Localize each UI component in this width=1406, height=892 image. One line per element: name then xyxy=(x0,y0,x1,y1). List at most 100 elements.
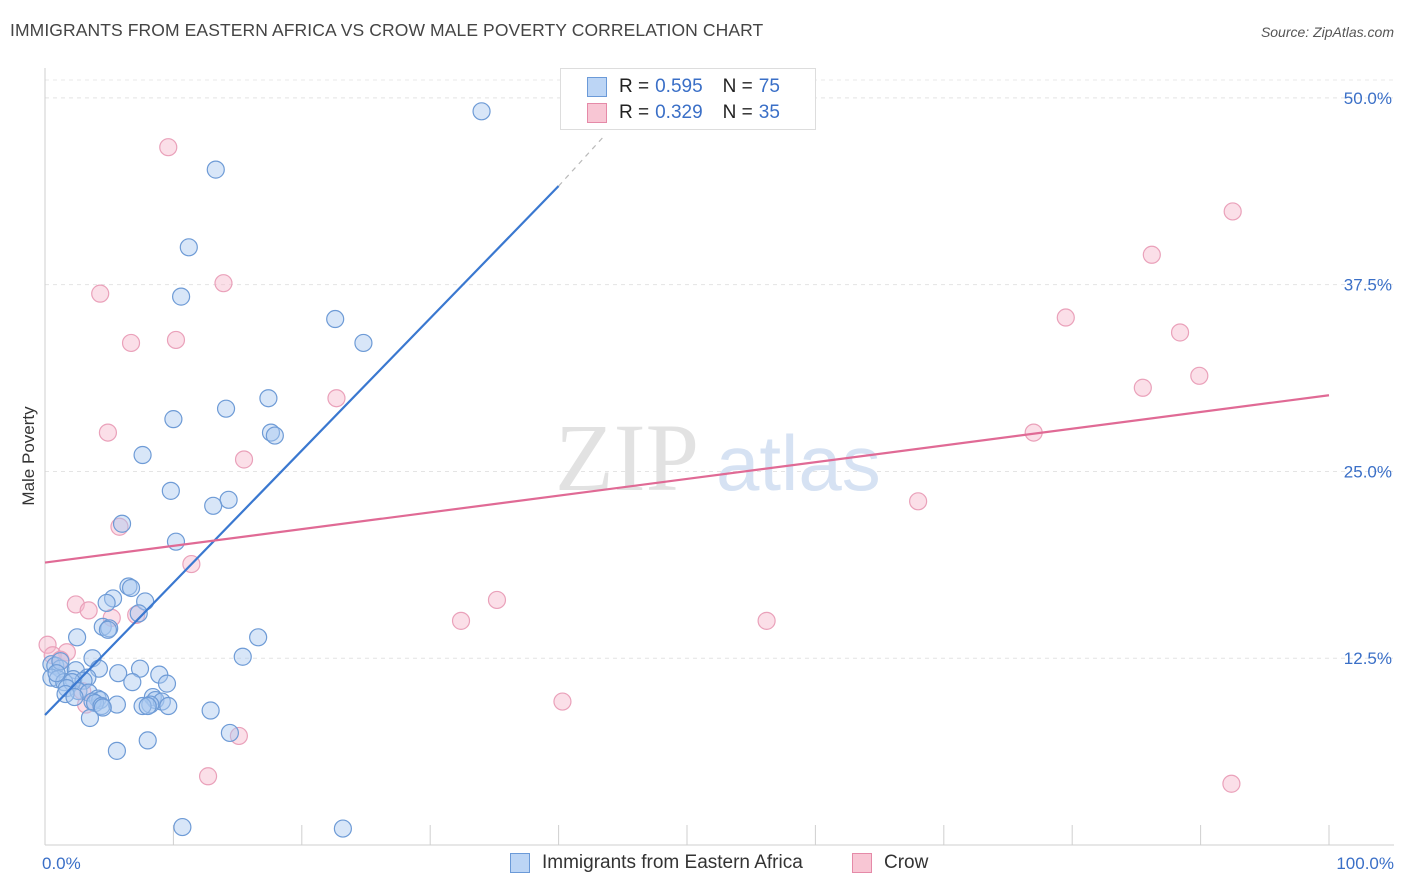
r-label: R = xyxy=(619,76,650,97)
eastern-africa-point xyxy=(204,496,223,515)
crow-point xyxy=(327,389,346,408)
blue-swatch xyxy=(510,853,530,873)
pink-swatch xyxy=(852,853,872,873)
crow-points xyxy=(38,138,1242,793)
r-value: 0.329 xyxy=(655,102,703,123)
eastern-africa-point xyxy=(80,708,100,728)
watermark-zip: ZIP xyxy=(555,404,699,511)
n-value: 35 xyxy=(758,102,780,123)
eastern-africa-trend-line xyxy=(44,185,560,716)
eastern-africa-point xyxy=(98,620,118,639)
crow-point xyxy=(757,611,776,630)
crow-point xyxy=(198,767,218,786)
eastern-africa-point xyxy=(326,309,345,329)
eastern-africa-point xyxy=(164,410,183,429)
crow-point xyxy=(57,643,76,662)
eastern-africa-point xyxy=(91,690,110,710)
crow-point xyxy=(1190,366,1209,385)
stats-legend: R = 0.595 N = 75 R = 0.329 N = 35 xyxy=(560,68,816,130)
eastern-africa-point xyxy=(333,819,352,838)
eastern-africa-trend-extension xyxy=(558,134,606,187)
crow-point xyxy=(553,692,572,711)
crow-point xyxy=(91,284,110,303)
crow-point xyxy=(166,330,186,350)
tick-labels: 12.5% 25.0% 37.5% 50.0% 0.0% 100.0% xyxy=(42,89,1394,873)
crow-point xyxy=(79,601,98,620)
n-value: 75 xyxy=(758,76,780,97)
crow-point xyxy=(214,274,233,293)
crow-trend-line xyxy=(44,394,1330,564)
eastern-africa-point xyxy=(172,287,191,306)
watermark-atlas: atlas xyxy=(716,419,881,507)
crow-point xyxy=(38,635,57,654)
grid-lines xyxy=(45,79,1394,659)
eastern-africa-point xyxy=(109,664,128,683)
eastern-africa-point xyxy=(206,160,225,179)
r-label: R = xyxy=(619,102,650,123)
legend-row-crow: R = 0.329 N = 35 xyxy=(587,101,780,125)
crow-point xyxy=(909,492,928,511)
eastern-africa-point xyxy=(166,532,186,551)
eastern-africa-point xyxy=(65,687,84,707)
eastern-africa-point xyxy=(107,741,127,760)
eastern-africa-point xyxy=(112,514,132,533)
pink-swatch xyxy=(587,103,607,123)
eastern-africa-point xyxy=(138,731,157,750)
y-tick-label: 37.5% xyxy=(1344,276,1392,295)
crow-point xyxy=(1056,308,1075,327)
eastern-africa-point xyxy=(219,490,238,509)
eastern-africa-point xyxy=(130,659,150,678)
eastern-africa-point xyxy=(133,696,152,716)
blue-swatch xyxy=(587,77,607,97)
eastern-africa-point xyxy=(93,698,112,717)
legend-item-crow[interactable]: Crow xyxy=(852,852,928,874)
crow-point xyxy=(110,517,129,536)
eastern-africa-point xyxy=(179,238,198,257)
y-axis-label: Male Poverty xyxy=(19,406,38,506)
legend-row-eastern-africa: R = 0.595 N = 75 xyxy=(587,75,780,99)
source-label: Source: ZipAtlas.com xyxy=(1260,24,1394,40)
axes xyxy=(44,68,1394,846)
crow-point xyxy=(1170,323,1190,342)
eastern-africa-point xyxy=(107,695,127,714)
y-tick-label: 12.5% xyxy=(1344,649,1392,668)
eastern-africa-point xyxy=(159,696,178,716)
r-value: 0.595 xyxy=(655,76,703,97)
crow-point xyxy=(1133,378,1152,397)
legend-label: Immigrants from Eastern Africa xyxy=(542,852,803,873)
y-tick-label: 50.0% xyxy=(1344,89,1392,108)
eastern-africa-point xyxy=(354,333,373,353)
x-tick-label: 0.0% xyxy=(42,854,81,873)
eastern-africa-point xyxy=(74,671,93,690)
eastern-africa-point xyxy=(67,628,87,647)
n-label: N = xyxy=(722,102,753,123)
crow-point xyxy=(1223,202,1242,221)
legend-label: Crow xyxy=(884,852,929,873)
eastern-africa-point xyxy=(201,701,220,720)
eastern-africa-point xyxy=(143,687,162,707)
eastern-africa-point xyxy=(51,652,70,671)
crow-point xyxy=(159,138,178,157)
crow-point xyxy=(234,450,254,469)
eastern-africa-point xyxy=(233,647,252,666)
eastern-africa-point xyxy=(216,399,236,418)
crow-point xyxy=(121,333,141,353)
x-tick-label: 100.0% xyxy=(1336,854,1394,873)
eastern-africa-point xyxy=(129,604,148,623)
crow-point xyxy=(451,611,471,630)
eastern-africa-point xyxy=(123,673,142,692)
eastern-africa-point xyxy=(121,578,141,598)
eastern-africa-point xyxy=(472,102,491,121)
eastern-africa-point xyxy=(249,628,268,647)
eastern-africa-point xyxy=(161,481,180,500)
watermark: ZIP atlas xyxy=(555,404,881,511)
eastern-africa-point xyxy=(93,617,112,636)
crow-point xyxy=(1222,774,1241,793)
legend-item-eastern-africa[interactable]: Immigrants from Eastern Africa xyxy=(510,852,803,874)
crow-point xyxy=(98,423,118,442)
eastern-africa-point xyxy=(97,593,116,613)
eastern-africa-point xyxy=(220,723,239,743)
eastern-africa-points xyxy=(42,102,491,838)
chart-title: IMMIGRANTS FROM EASTERN AFRICA VS CROW M… xyxy=(10,20,764,40)
